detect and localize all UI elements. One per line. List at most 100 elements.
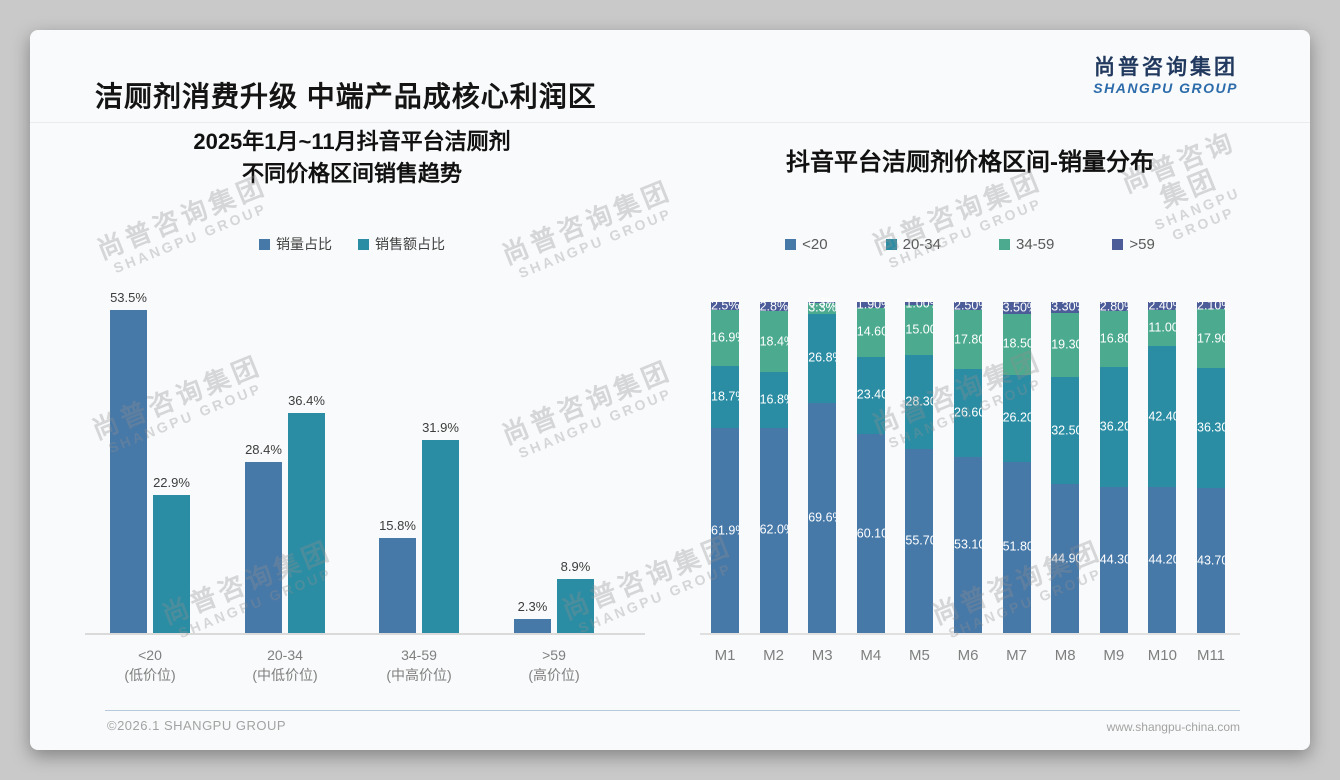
stacked-bar: 69.6% 26.8% 3.3%0.3% bbox=[808, 295, 837, 633]
legend-item: <20 bbox=[785, 236, 828, 253]
legend-label: 销售额占比 bbox=[375, 236, 445, 252]
segment-value-label: 16.8% bbox=[759, 392, 788, 407]
legend-swatch bbox=[785, 239, 797, 250]
stacked-bar: 44.20% 42.40% 11.00% 2.40% bbox=[1148, 298, 1177, 633]
stacked-bar-chart: 61.9% 18.7% 16.9% 2.5% M1 62.0% 16.8% 18.4% 2.8%… bbox=[700, 295, 1240, 664]
category-tier: (低价位) bbox=[124, 667, 176, 683]
stacked-bar: 61.9% 18.7% 16.9% 2.5% bbox=[711, 299, 739, 633]
bar: 31.9% bbox=[422, 420, 459, 633]
segment-value-label: 1.00% bbox=[905, 296, 933, 311]
stack-segment: 36.30% bbox=[1197, 368, 1225, 489]
stack-segment: 18.4% bbox=[759, 311, 788, 373]
stack-segment: 1.00% bbox=[905, 296, 934, 310]
segment-value-label: 42.40% bbox=[1148, 409, 1177, 424]
bar-value-label: 15.8% bbox=[379, 518, 416, 533]
category-tier: (中高价位) bbox=[386, 667, 452, 683]
left-chart-title-line1: 2025年1月~11月抖音平台洁厕剂 bbox=[193, 129, 511, 154]
stack-segment: 18.50% bbox=[1002, 313, 1031, 375]
stack-segment: 16.8% bbox=[759, 372, 788, 428]
stack-segment: 44.20% bbox=[1148, 486, 1177, 633]
stacked-bar: 44.30% 36.20% 16.80% 2.80% bbox=[1099, 299, 1128, 633]
stacked-bar: 44.90% 32.50% 19.30% 3.30% bbox=[1051, 300, 1080, 633]
stack-segment: 44.30% bbox=[1099, 486, 1128, 633]
segment-value-label: 3.50% bbox=[1002, 300, 1031, 315]
legend-label: <20 bbox=[802, 236, 828, 253]
right-chart-title: 抖音平台洁厕剂价格区间-销量分布 bbox=[786, 149, 1154, 176]
segment-value-label: 36.30% bbox=[1197, 420, 1225, 435]
legend-item: 销量占比 bbox=[259, 234, 332, 254]
stack-segment: 2.50% bbox=[954, 299, 982, 313]
bar-value-label: 22.9% bbox=[153, 475, 190, 490]
segment-value-label: 3.3% bbox=[808, 300, 837, 315]
segment-value-label: 19.30% bbox=[1051, 337, 1080, 352]
stack-segment: 26.20% bbox=[1002, 374, 1031, 462]
stacked-bar: 60.10% 23.40% 14.60% 1.90% bbox=[856, 298, 885, 633]
stack-segment: 16.9% bbox=[711, 310, 739, 367]
bar: 22.9% bbox=[153, 475, 190, 633]
segment-value-label: 61.9% bbox=[711, 523, 739, 538]
logo-chinese: 尚普咨询集团 bbox=[1094, 56, 1238, 79]
stack-segment: 2.80% bbox=[1099, 299, 1128, 313]
segment-value-label: 2.8% bbox=[759, 299, 788, 314]
x-axis-month-label: M10 bbox=[1147, 647, 1177, 664]
left-chart-title-line2: 不同价格区间销售趋势 bbox=[241, 161, 462, 186]
x-axis-month-label: M7 bbox=[1006, 647, 1028, 664]
page-title: 洁厕剂消费升级 中端产品成核心利润区 bbox=[95, 81, 597, 112]
logo-english: SHANGPU GROUP bbox=[1093, 80, 1238, 97]
bar-value-label: 36.4% bbox=[288, 393, 325, 408]
watermark-english: SHANGPU GROUP bbox=[886, 194, 1045, 272]
segment-value-label: 18.7% bbox=[711, 389, 739, 404]
bar-value-label: 53.5% bbox=[110, 290, 147, 305]
segment-value-label: 14.60% bbox=[856, 324, 885, 339]
segment-value-label: 2.10% bbox=[1197, 298, 1225, 313]
stack-segment: 44.90% bbox=[1051, 484, 1080, 633]
segment-value-label: 16.80% bbox=[1099, 331, 1128, 346]
segment-value-label: 36.20% bbox=[1099, 419, 1128, 434]
stack-segment: 2.8% bbox=[759, 299, 788, 314]
stack-segment: 0.3% bbox=[808, 295, 837, 309]
segment-value-label: 60.10% bbox=[856, 526, 885, 541]
x-axis-category: >59 (高价位) bbox=[494, 645, 614, 685]
category-range: >59 bbox=[542, 647, 566, 663]
stack-segment: 19.30% bbox=[1051, 312, 1080, 377]
stack-segment: 2.5% bbox=[711, 299, 739, 313]
legend-label: 34-59 bbox=[1016, 236, 1055, 253]
segment-value-label: 15.00% bbox=[905, 322, 934, 337]
segment-value-label: 32.50% bbox=[1051, 423, 1080, 438]
stack-segment: 3.50% bbox=[1002, 300, 1031, 315]
stack-segment: 69.6% bbox=[808, 402, 837, 633]
bar-group: 53.5% 22.9% bbox=[110, 290, 190, 633]
footer-divider bbox=[105, 710, 1240, 711]
legend-label: 20-34 bbox=[902, 236, 941, 253]
stack-segment: 2.40% bbox=[1148, 298, 1177, 312]
stack-segment: 55.70% bbox=[905, 448, 934, 633]
stack-segment: 14.60% bbox=[856, 308, 885, 357]
segment-value-label: 23.40% bbox=[856, 387, 885, 402]
x-axis-month-label: M9 bbox=[1103, 647, 1125, 664]
legend-swatch bbox=[999, 239, 1010, 250]
header-divider bbox=[30, 122, 1310, 123]
bar-group: 2.3% 8.9% bbox=[514, 559, 594, 633]
stack-segment: 43.70% bbox=[1197, 488, 1225, 633]
x-axis-month-label: M8 bbox=[1054, 647, 1076, 664]
company-logo: 尚普咨询集团 SHANGPU GROUP bbox=[1093, 56, 1238, 96]
stack-segment: 26.8% bbox=[808, 313, 837, 403]
stack-segment: 3.3% bbox=[808, 300, 837, 315]
legend-item: 销售额占比 bbox=[358, 234, 445, 254]
segment-value-label: 17.80% bbox=[954, 332, 982, 347]
segment-value-label: 62.0% bbox=[759, 522, 788, 537]
right-chart-legend: <20 20-34 34-59 >59 bbox=[700, 236, 1240, 253]
stacked-bar: 55.70% 28.30% 15.00% 1.00% bbox=[905, 296, 934, 633]
stack-segment: 2.10% bbox=[1197, 298, 1225, 312]
x-axis-month-label: M11 bbox=[1196, 647, 1226, 664]
segment-value-label: 69.6% bbox=[808, 510, 836, 525]
segment-value-label: 26.8% bbox=[808, 350, 836, 365]
bar: 53.5% bbox=[110, 290, 147, 633]
segment-value-label: 18.50% bbox=[1002, 336, 1031, 351]
bar: 2.3% bbox=[514, 599, 551, 633]
legend-swatch bbox=[1112, 239, 1124, 250]
stack-segment: 23.40% bbox=[856, 356, 885, 435]
bar-value-label: 8.9% bbox=[560, 559, 591, 574]
stack-segment: 18.7% bbox=[711, 366, 739, 429]
stack-segment: 61.9% bbox=[711, 428, 739, 633]
